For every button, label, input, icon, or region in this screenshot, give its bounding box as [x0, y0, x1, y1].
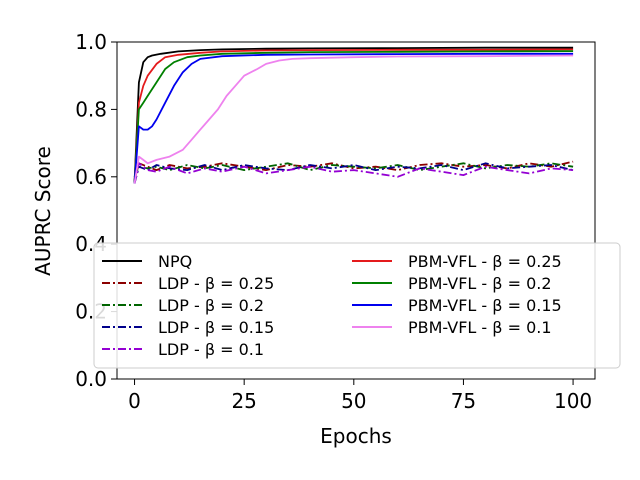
- y-tick-label: 0.6: [75, 165, 107, 189]
- plot-area: [133, 46, 574, 184]
- legend-label: PBM-VFL - β = 0.2: [408, 274, 552, 293]
- y-tick-label: 1.0: [75, 30, 107, 54]
- series-line-0: [133, 46, 574, 184]
- y-tick-label: 0.0: [75, 367, 107, 391]
- plot-frame: [116, 41, 596, 380]
- legend-label: NPQ: [158, 252, 192, 271]
- series-line-8: [133, 54, 574, 184]
- legend-label: PBM-VFL - β = 0.15: [408, 296, 562, 315]
- x-tick-label: 50: [341, 389, 366, 413]
- x-axis-label: Epochs: [320, 424, 392, 448]
- series-line-1: [133, 160, 574, 181]
- y-tick-label: 0.8: [75, 97, 107, 121]
- series-line-2: [133, 162, 574, 178]
- legend-label: LDP - β = 0.15: [158, 318, 274, 337]
- series-line-6: [133, 50, 574, 184]
- series-line-4: [133, 162, 574, 184]
- legend: NPQ LDP - β = 0.25 LDP - β = 0.2 LDP - β = …: [93, 242, 621, 369]
- x-tick-label: 0: [128, 389, 141, 413]
- series-line-7: [133, 52, 574, 184]
- x-tick-label: 25: [231, 389, 256, 413]
- legend-label: PBM-VFL - β = 0.1: [408, 318, 552, 337]
- x-tick-label: 100: [554, 389, 592, 413]
- x-tick-label: 75: [451, 389, 476, 413]
- y-axis: 0.00.20.40.60.81.0: [75, 30, 117, 391]
- y-axis-label: AUPRC Score: [31, 146, 55, 276]
- legend-label: LDP - β = 0.2: [158, 296, 264, 315]
- legend-label: PBM-VFL - β = 0.25: [408, 252, 562, 271]
- series-line-5: [133, 48, 574, 184]
- legend-label: LDP - β = 0.25: [158, 274, 274, 293]
- x-axis: 0 25 50 75 100: [128, 379, 592, 413]
- legend-label: LDP - β = 0.1: [158, 340, 264, 359]
